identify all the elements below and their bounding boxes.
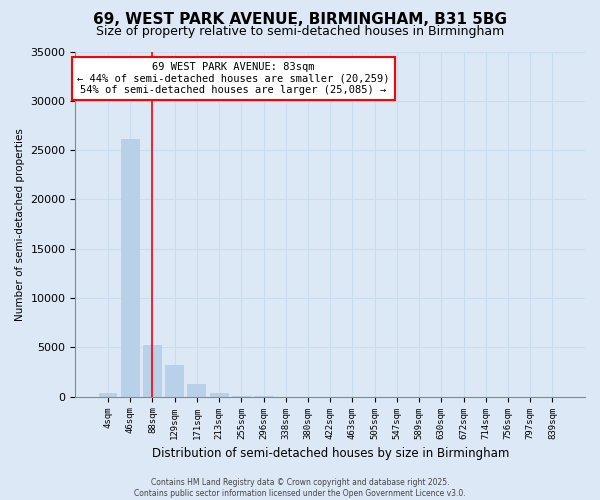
Text: 69 WEST PARK AVENUE: 83sqm
← 44% of semi-detached houses are smaller (20,259)
54: 69 WEST PARK AVENUE: 83sqm ← 44% of semi… (77, 62, 389, 95)
Bar (209, 392, 229, 396)
Bar (98, 392, 118, 396)
Y-axis label: Number of semi-detached properties: Number of semi-detached properties (15, 128, 25, 320)
Bar (143, 346, 162, 397)
Text: Contains HM Land Registry data © Crown copyright and database right 2025.
Contai: Contains HM Land Registry data © Crown c… (134, 478, 466, 498)
X-axis label: Distribution of semi-detached houses by size in Birmingham: Distribution of semi-detached houses by … (152, 447, 509, 460)
Bar (165, 365, 184, 396)
Bar (187, 384, 206, 396)
Text: Size of property relative to semi-detached houses in Birmingham: Size of property relative to semi-detach… (96, 25, 504, 38)
Bar (121, 140, 140, 396)
Text: 69, WEST PARK AVENUE, BIRMINGHAM, B31 5BG: 69, WEST PARK AVENUE, BIRMINGHAM, B31 5B… (93, 12, 507, 28)
